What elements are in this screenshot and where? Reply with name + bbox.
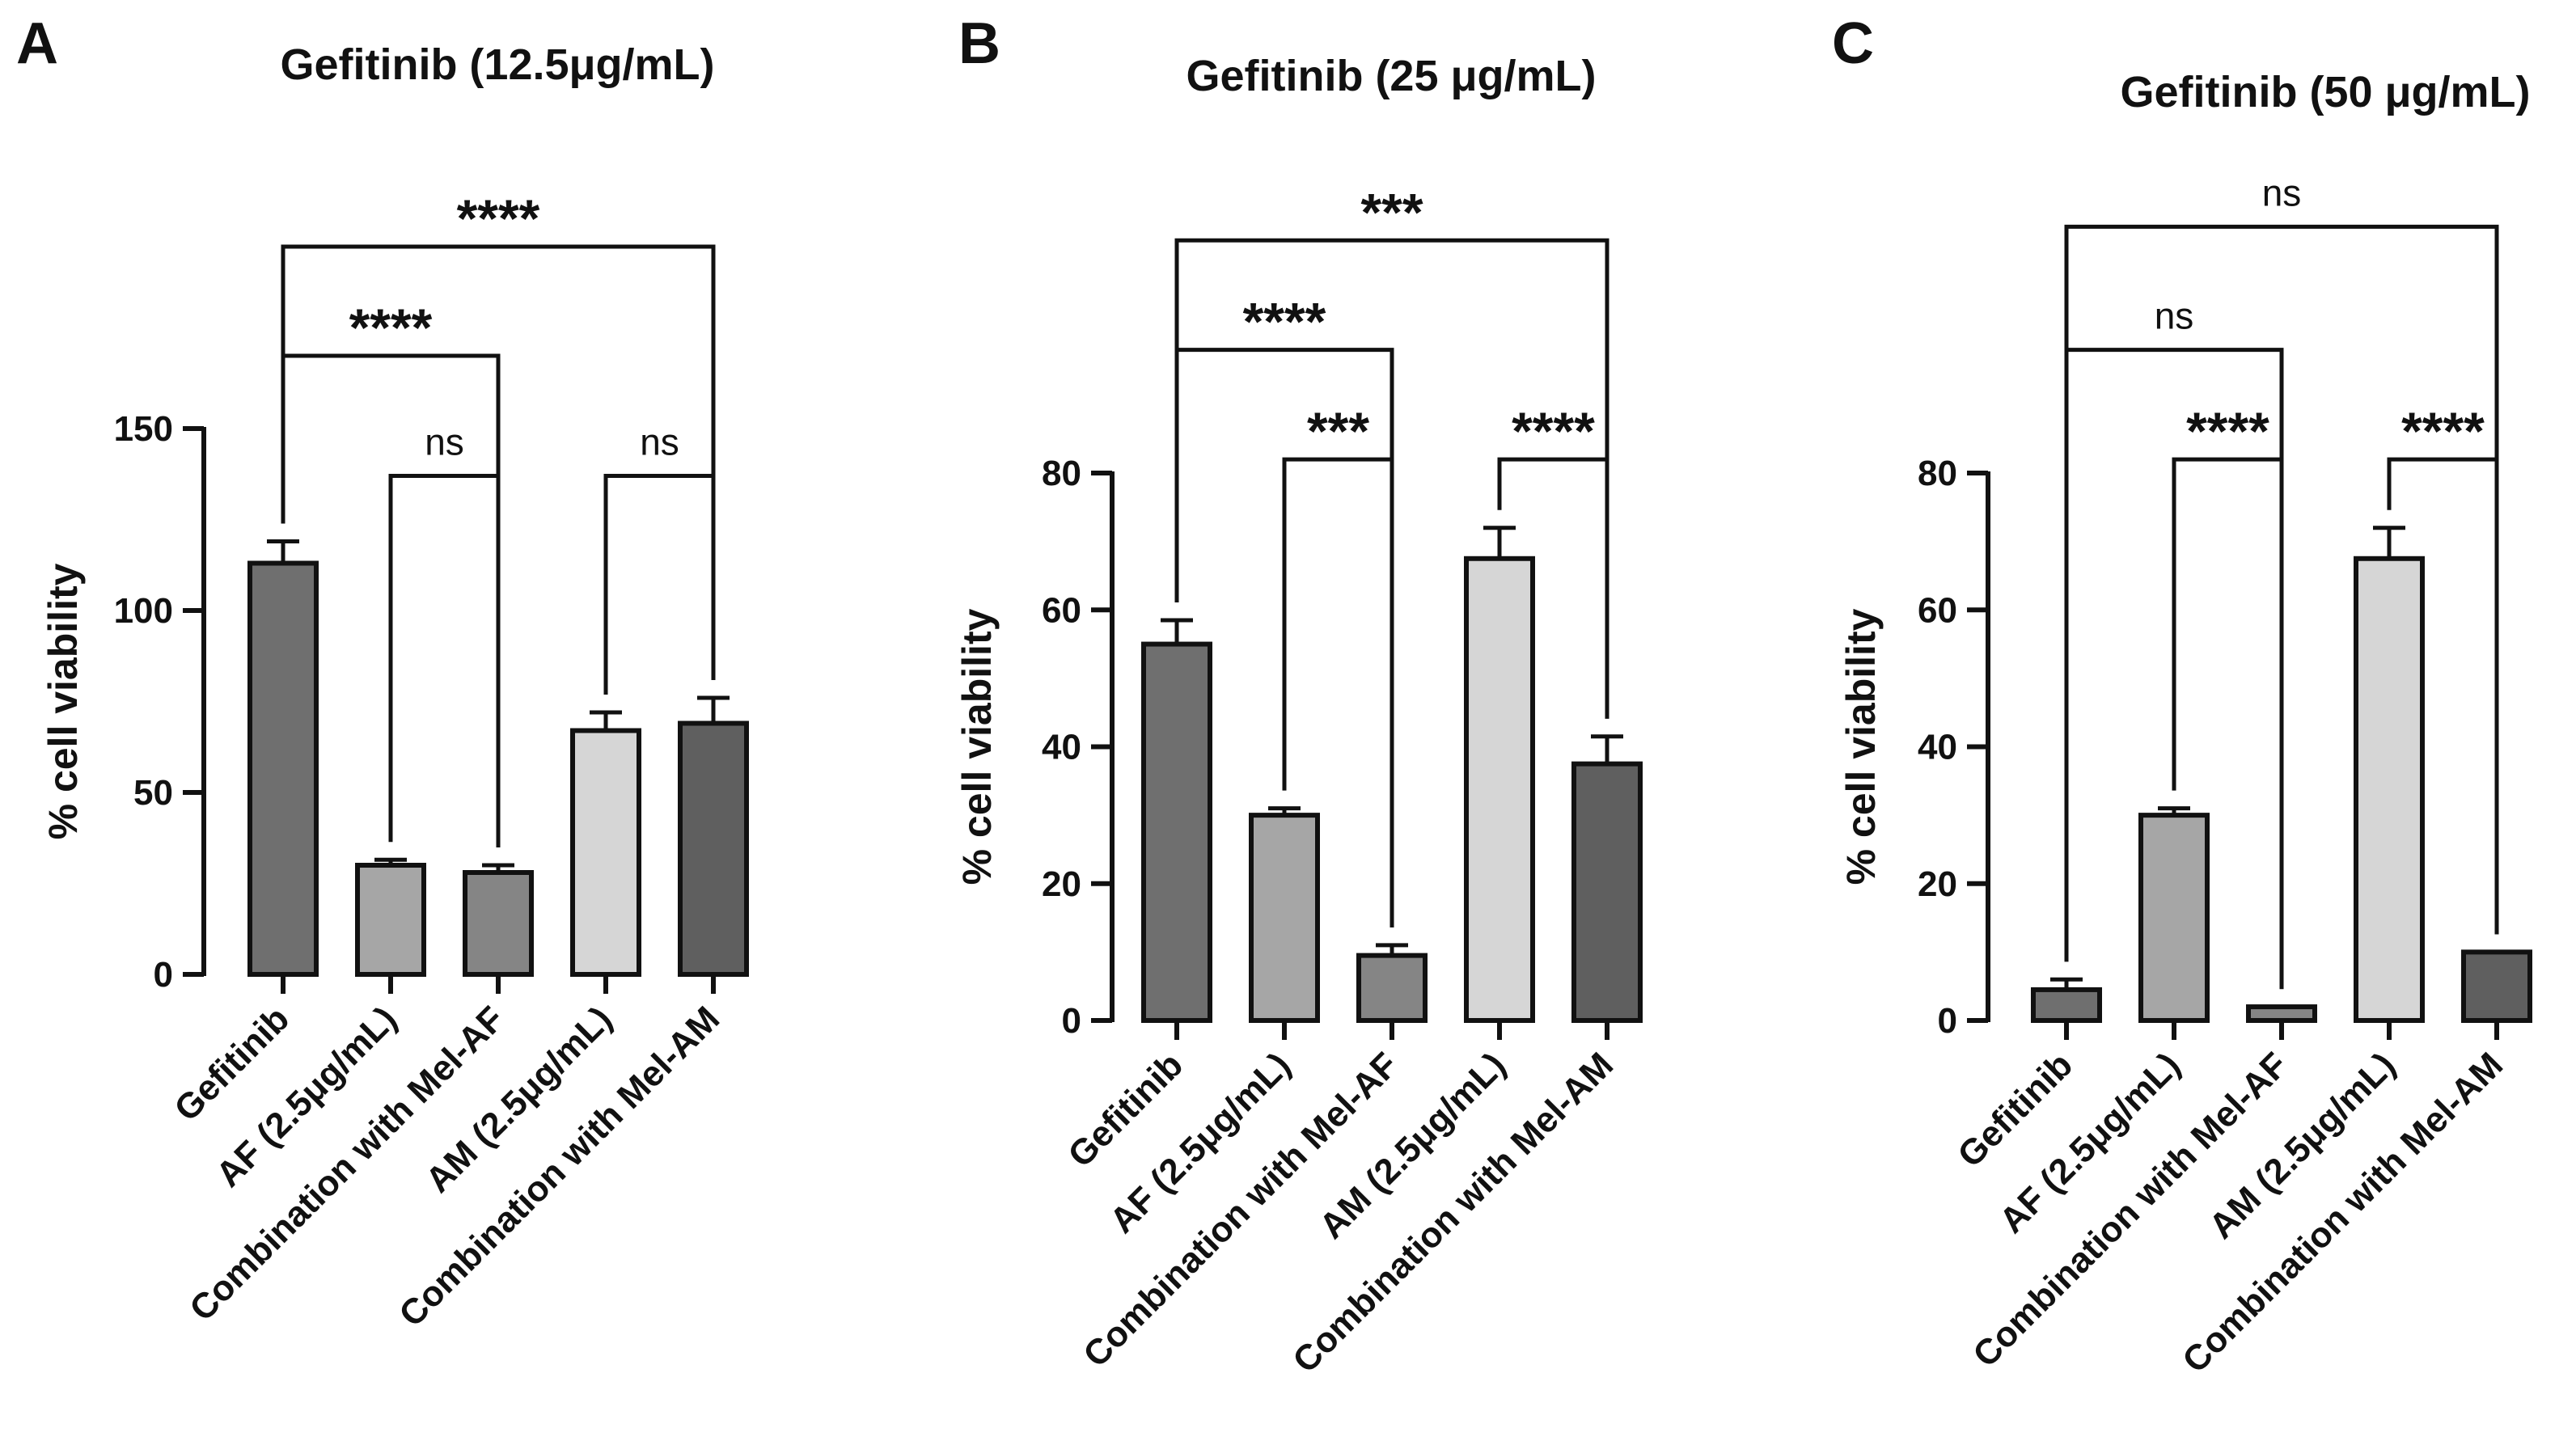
x-tick-label: AM (2.5μg/mL) [1312,1045,1513,1246]
bar [1571,761,1643,1023]
bar [2354,556,2425,1023]
y-axis-title: % cell viability [40,563,86,839]
y-axis-title: % cell viability [954,608,1000,885]
bar [1141,641,1212,1023]
chart-panel-a: A Gefitinib (12.5μg/mL) 0 50 100 150 % cell vi… [16,11,749,1334]
significance-label: ns [425,421,464,463]
significance-label: **** [1243,292,1326,352]
bar [1356,953,1428,1023]
significance-bracket [1282,457,1394,927]
chart-title: Gefitinib (25 μg/mL) [1186,52,1596,100]
significance-label: *** [1360,182,1423,242]
chart-title: Gefitinib (12.5μg/mL) [280,40,714,89]
x-tick-label: AM (2.5μg/mL) [418,999,620,1200]
y-tick-label: 0 [1062,1001,1081,1041]
y-tick-label: 0 [154,955,173,995]
chart-panel-c: C Gefitinib (50 μg/mL) 0 20 40 60 80 % cell via… [1832,11,2532,1380]
bar [247,560,319,977]
significance-label: **** [349,298,433,357]
chart-panel-b: B Gefitinib (25 μg/mL) 0 20 40 60 80 % cell via… [954,11,1643,1380]
significance-bracket [1497,457,1609,719]
significance-label: ns [2262,171,2302,213]
bar [2461,949,2532,1023]
bar [678,720,749,977]
y-tick-label: 40 [1918,728,1957,767]
significance-label: **** [1512,401,1595,461]
x-tick-label: AM (2.5μg/mL) [2202,1045,2403,1246]
bar [355,863,426,977]
y-tick-label: 50 [133,773,173,813]
y-tick-label: 60 [1042,590,1081,630]
significance-bracket [388,474,501,847]
significance-bracket [603,474,716,695]
y-tick-label: 60 [1918,590,1957,630]
y-tick-label: 150 [114,409,173,449]
panel-letter: C [1832,11,1874,76]
y-tick-label: 40 [1042,728,1081,767]
significance-bracket [2387,457,2499,935]
significance-label: *** [1307,401,1369,461]
significance-label: **** [2186,401,2269,461]
bar [1464,556,1535,1023]
significance-label: ns [2155,295,2194,337]
bar [463,870,534,977]
panel-letter: B [958,11,1000,76]
bar [2031,987,2102,1023]
significance-label: **** [2401,401,2485,461]
significance-label: **** [457,188,540,248]
x-tick-label: AF (2.5μg/mL) [1992,1045,2188,1240]
significance-bracket [281,244,716,680]
significance-label: ns [640,421,679,463]
x-tick-label: AF (2.5μg/mL) [209,999,404,1194]
bar [570,728,641,977]
bar [2138,813,2210,1023]
y-tick-label: 80 [1918,454,1957,493]
x-tick-label: AF (2.5μg/mL) [1102,1045,1298,1240]
y-tick-label: 20 [1918,864,1957,904]
panel-letter: A [16,11,58,76]
bar [2246,1004,2317,1023]
y-tick-label: 100 [114,591,173,631]
y-tick-label: 80 [1042,454,1081,493]
bar [1249,813,1320,1023]
y-tick-label: 0 [1938,1001,1957,1041]
significance-bracket [2172,457,2284,990]
y-axis-title: % cell viability [1838,608,1884,885]
chart-title: Gefitinib (50 μg/mL) [2120,68,2530,116]
y-tick-label: 20 [1042,864,1081,904]
